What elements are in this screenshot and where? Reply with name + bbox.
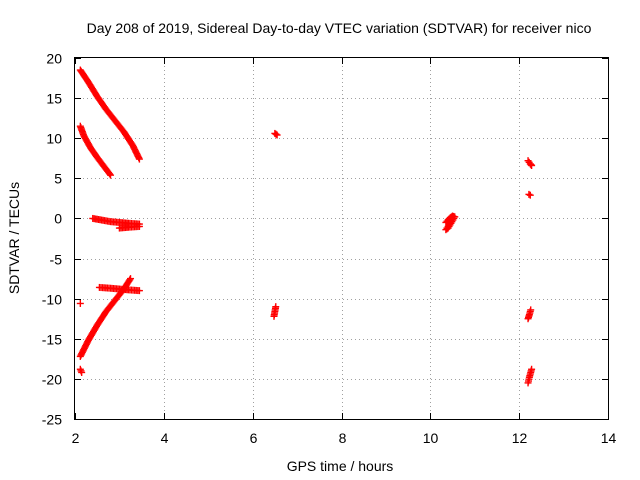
series-pt-d bbox=[270, 303, 280, 320]
series-pt-a bbox=[76, 299, 84, 307]
series-arc-2 bbox=[76, 122, 115, 179]
y-tick-label: -25 bbox=[42, 412, 62, 428]
data-series bbox=[76, 66, 536, 387]
series-pt-c bbox=[271, 129, 281, 139]
y-tick-label: -20 bbox=[42, 372, 62, 388]
x-tick-label: 6 bbox=[250, 430, 258, 446]
y-tick-label: 15 bbox=[46, 91, 62, 107]
y-tick-label: 20 bbox=[46, 51, 62, 67]
series-arc-3 bbox=[89, 214, 143, 228]
x-tick-label: 8 bbox=[339, 430, 347, 446]
x-tick-label: 12 bbox=[512, 430, 528, 446]
series-pt-i bbox=[524, 365, 536, 387]
y-tick-label: -15 bbox=[42, 332, 62, 348]
series-arc-1 bbox=[76, 66, 143, 163]
y-tick-label: -5 bbox=[50, 252, 63, 268]
x-tick-label: 14 bbox=[601, 430, 617, 446]
chart-title: Day 208 of 2019, Sidereal Day-to-day VTE… bbox=[87, 20, 592, 36]
plot-frame bbox=[74, 57, 609, 420]
y-axis-label: SDTVAR / TECUs bbox=[6, 182, 22, 294]
series-pt-f bbox=[524, 157, 536, 169]
series-arc-5 bbox=[95, 283, 143, 295]
series-cluster-e bbox=[442, 212, 459, 234]
series-arc-4 bbox=[76, 275, 135, 360]
series-pt-b bbox=[76, 365, 86, 376]
x-tick-label: 10 bbox=[423, 430, 439, 446]
x-tick-label: 4 bbox=[161, 430, 169, 446]
series-arc-3-lower bbox=[115, 222, 143, 232]
series-pt-h bbox=[524, 306, 535, 323]
y-tick-label: 5 bbox=[54, 171, 62, 187]
y-tick-label: -10 bbox=[42, 292, 62, 308]
series-pt-g bbox=[525, 190, 534, 199]
y-tick-label: 10 bbox=[46, 131, 62, 147]
y-tick-label: 0 bbox=[54, 211, 62, 227]
grid bbox=[75, 58, 608, 419]
x-axis-label: GPS time / hours bbox=[287, 458, 394, 474]
ticks: 2 4 6 8 10 12 14 20 15 10 5 0 -5 -10 -15 -20 -25 bbox=[42, 51, 617, 447]
x-tick-label: 2 bbox=[72, 430, 80, 446]
